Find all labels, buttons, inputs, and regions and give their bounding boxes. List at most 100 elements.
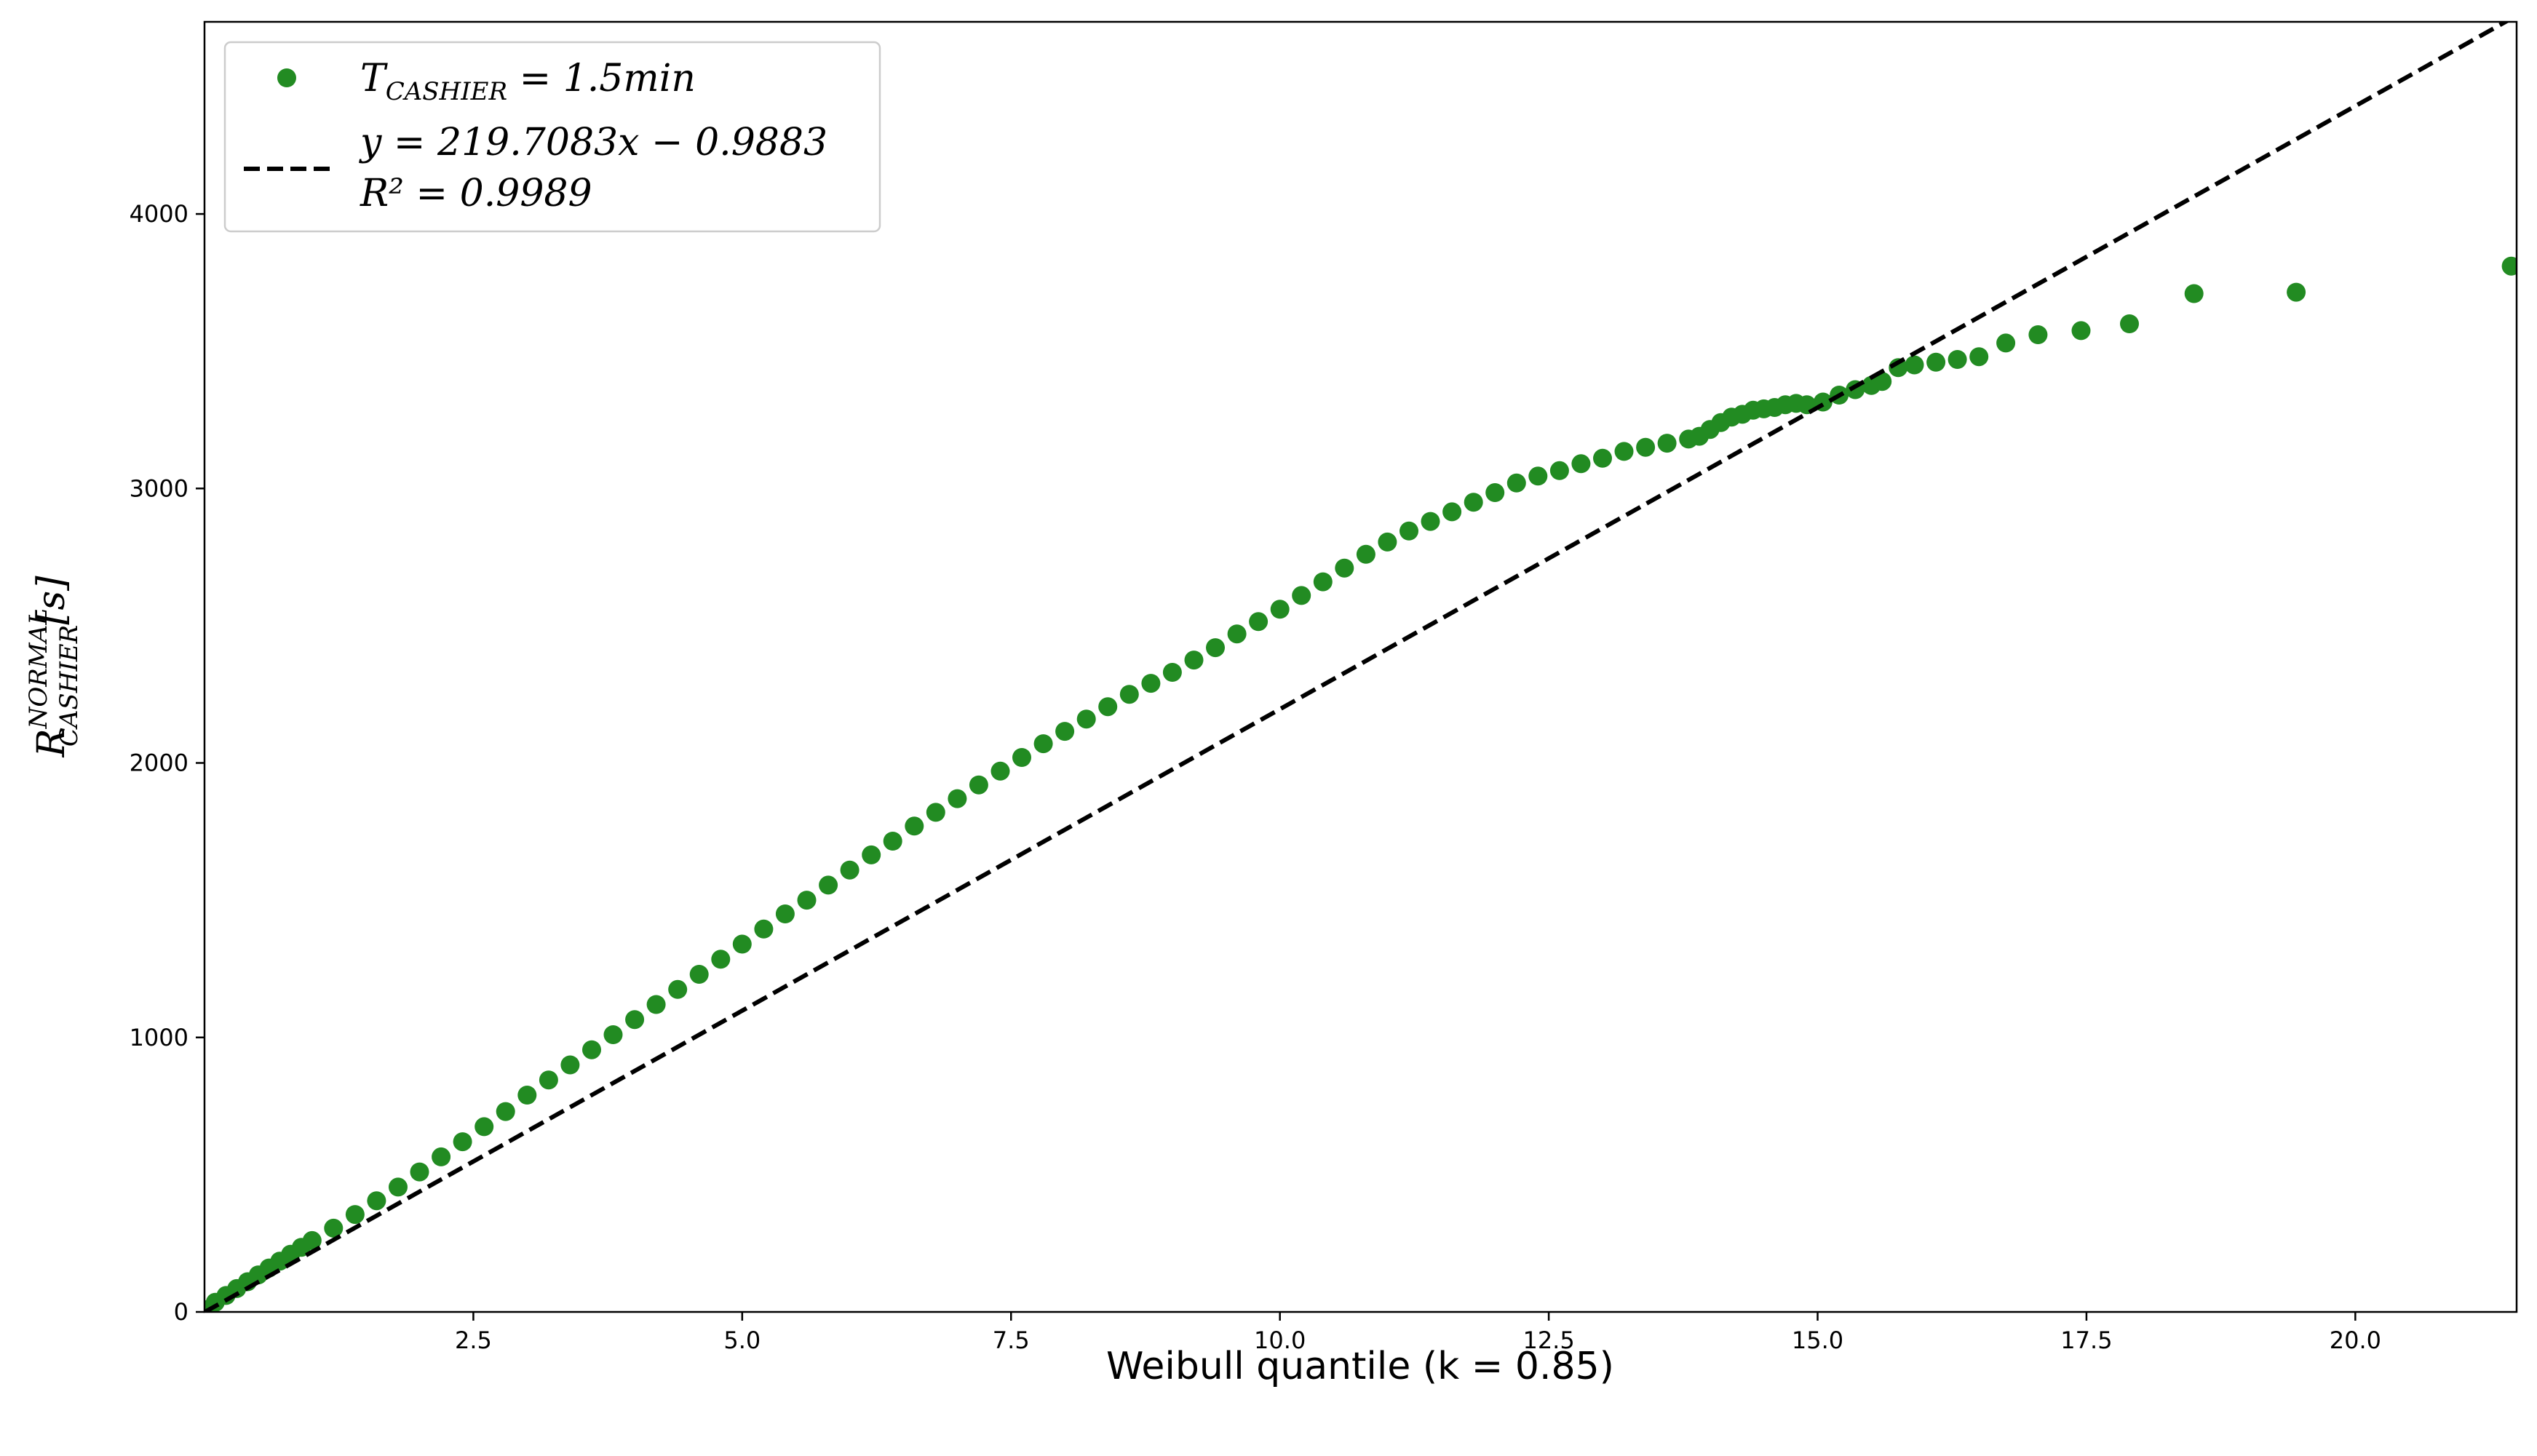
data-point: [2120, 314, 2139, 333]
data-point: [1076, 709, 1096, 729]
data-point: [1905, 355, 1924, 375]
data-point: [1926, 352, 1946, 372]
data-point: [2028, 325, 2048, 344]
data-point: [345, 1205, 365, 1225]
data-point: [1356, 544, 1375, 564]
y-axis-label-base: R: [30, 728, 74, 757]
data-point: [1227, 624, 1247, 644]
data-point: [517, 1086, 537, 1105]
data-point: [1055, 722, 1075, 741]
data-point: [840, 860, 859, 880]
x-tick-label: 17.5: [2060, 1326, 2112, 1354]
data-point: [646, 995, 666, 1014]
data-point: [1528, 466, 1548, 486]
data-point: [1335, 558, 1354, 578]
data-point: [1378, 532, 1397, 552]
data-point: [1184, 651, 1204, 670]
y-axis-label-sup: NORMAL: [24, 608, 53, 729]
x-tick-label: 15.0: [1792, 1326, 1843, 1354]
data-point: [732, 934, 752, 954]
data-point: [603, 1025, 623, 1044]
data-point: [2071, 321, 2091, 341]
svg-text:RNORMALCASHIER[s]: RNORMALCASHIER[s]: [24, 576, 84, 758]
data-point: [2184, 284, 2204, 303]
data-point: [819, 875, 838, 895]
x-tick-label: 7.5: [993, 1326, 1030, 1354]
data-point: [926, 803, 945, 822]
legend-marker-points: [277, 68, 296, 87]
data-point: [1996, 333, 2016, 353]
data-point: [862, 845, 881, 864]
data-point: [432, 1147, 451, 1166]
data-point: [496, 1102, 515, 1121]
data-point: [1657, 434, 1677, 453]
legend-label-fit-line: y = 219.7083x − 0.9883: [359, 121, 827, 164]
data-point: [582, 1040, 601, 1059]
y-axis-ticks: 0 1000 2000 3000 4000: [130, 200, 205, 1326]
y-axis-label-unit: [s]: [30, 576, 74, 625]
data-point: [797, 891, 817, 910]
data-point: [754, 919, 774, 939]
data-point: [1873, 372, 1892, 391]
data-point: [883, 832, 902, 851]
legend-box: [223, 41, 881, 233]
data-point: [1292, 586, 1311, 605]
x-tick-label: 10.0: [1254, 1326, 1306, 1354]
x-tick-label: 5.0: [723, 1326, 761, 1354]
data-point: [1485, 483, 1505, 502]
x-tick-label: 12.5: [1522, 1326, 1574, 1354]
data-point: [990, 761, 1010, 781]
data-point: [905, 816, 924, 836]
plot-frame: [203, 20, 2518, 1313]
y-tick-label: 1000: [130, 1024, 188, 1051]
y-axis-label-sub: CASHIER: [55, 625, 84, 747]
data-point: [475, 1117, 494, 1137]
data-point: [1593, 448, 1612, 468]
y-axis-label: RNORMALCASHIER[s]: [24, 576, 84, 758]
data-point: [324, 1218, 344, 1238]
data-point: [948, 789, 967, 808]
data-point: [1442, 502, 1462, 522]
x-axis-label: Weibull quantile (k = 0.85): [1106, 1345, 1614, 1388]
data-point: [1614, 442, 1634, 461]
x-tick-label: 2.5: [455, 1326, 492, 1354]
data-point: [302, 1230, 322, 1250]
data-point: [1969, 347, 1989, 367]
data-point: [1249, 612, 1268, 632]
data-point: [1506, 473, 1526, 493]
data-point: [1033, 734, 1053, 754]
data-point: [1636, 437, 1656, 457]
data-point: [1549, 461, 1569, 480]
data-point: [1206, 638, 1225, 658]
y-tick-label: 3000: [130, 474, 188, 502]
data-point: [1464, 493, 1483, 512]
data-point: [1571, 454, 1591, 474]
data-point: [969, 775, 988, 795]
data-point: [1141, 674, 1161, 693]
data-point: [1119, 685, 1139, 704]
data-point: [539, 1070, 558, 1090]
y-tick-label: 2000: [130, 749, 188, 777]
data-point: [668, 979, 688, 999]
y-tick-label: 4000: [130, 200, 188, 228]
data-point: [1012, 748, 1031, 767]
data-point: [453, 1132, 472, 1152]
legend: TCASHIER = 1.5min y = 219.7083x − 0.9883…: [223, 41, 881, 233]
data-point: [1270, 600, 1290, 619]
data-point: [775, 904, 795, 923]
data-point: [1948, 350, 1967, 369]
legend-label-r2: R² = 0.9989: [360, 172, 592, 215]
data-point: [389, 1177, 408, 1197]
data-point: [1421, 512, 1440, 531]
scatter-points: [205, 256, 2517, 1312]
data-point: [2287, 282, 2306, 302]
data-point: [1098, 697, 1118, 717]
data-point: [1162, 663, 1182, 682]
y-tick-label: 0: [174, 1298, 188, 1326]
data-point: [689, 965, 709, 984]
data-point: [410, 1162, 429, 1182]
data-point: [2501, 256, 2517, 276]
data-point: [367, 1191, 386, 1211]
data-point: [560, 1055, 580, 1075]
